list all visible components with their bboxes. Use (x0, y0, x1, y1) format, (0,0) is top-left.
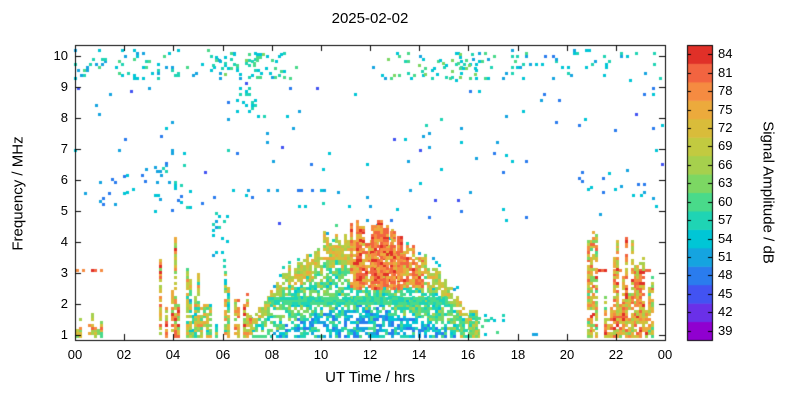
x-tick-label: 20 (559, 347, 575, 362)
colorbar-tick-label: 84 (718, 46, 733, 61)
colorbar-label: Signal Amplitude / dB (759, 121, 777, 264)
x-axis-label: UT Time / hrs (325, 369, 415, 386)
x-tick-label: 08 (264, 347, 280, 362)
colorbar-tick-label: 66 (718, 157, 733, 172)
y-tick-label: 5 (60, 203, 68, 218)
colorbar-tick-label: 54 (718, 231, 733, 246)
x-tick-label: 12 (362, 347, 378, 362)
x-tick-label: 06 (215, 347, 231, 362)
y-tick-label: 4 (60, 234, 68, 249)
colorbar-tick-label: 42 (718, 304, 733, 319)
y-tick-label: 2 (60, 296, 68, 311)
colorbar-tick-label: 63 (718, 175, 733, 190)
y-tick-label: 7 (60, 141, 68, 156)
x-tick-label: 14 (411, 347, 427, 362)
colorbar-tick-label: 45 (718, 286, 733, 301)
colorbar-tick-label: 57 (718, 212, 733, 227)
y-tick-label: 9 (60, 79, 68, 94)
colorbar-tick-label: 51 (718, 249, 733, 264)
y-tick-label: 6 (60, 172, 68, 187)
colorbar-tick-label: 72 (718, 120, 733, 135)
y-tick-label: 1 (60, 327, 68, 342)
y-axis-label: Frequency / MHz (9, 136, 27, 251)
y-tick-label: 3 (60, 265, 68, 280)
x-tick-label: 00 (657, 347, 673, 362)
colorbar-tick-label: 75 (718, 102, 733, 117)
colorbar-tick-label: 48 (718, 267, 733, 282)
x-tick-label: 02 (116, 347, 132, 362)
colorbar-tick-label: 69 (718, 138, 733, 153)
x-tick-label: 00 (67, 347, 83, 362)
x-tick-label: 18 (510, 347, 526, 362)
chart-title: 2025-02-02 (331, 10, 409, 27)
colorbar-tick-label: 81 (718, 65, 733, 80)
colorbar-tick-label: 78 (718, 83, 733, 98)
y-tick-label: 8 (60, 110, 68, 125)
x-tick-label: 10 (313, 347, 329, 362)
x-tick-label: 16 (460, 347, 476, 362)
colorbar-tick-label: 60 (718, 194, 733, 209)
y-tick-label: 10 (53, 48, 68, 63)
colorbar-tick-label: 39 (718, 323, 733, 338)
x-tick-label: 22 (608, 347, 624, 362)
x-tick-label: 04 (165, 347, 181, 362)
